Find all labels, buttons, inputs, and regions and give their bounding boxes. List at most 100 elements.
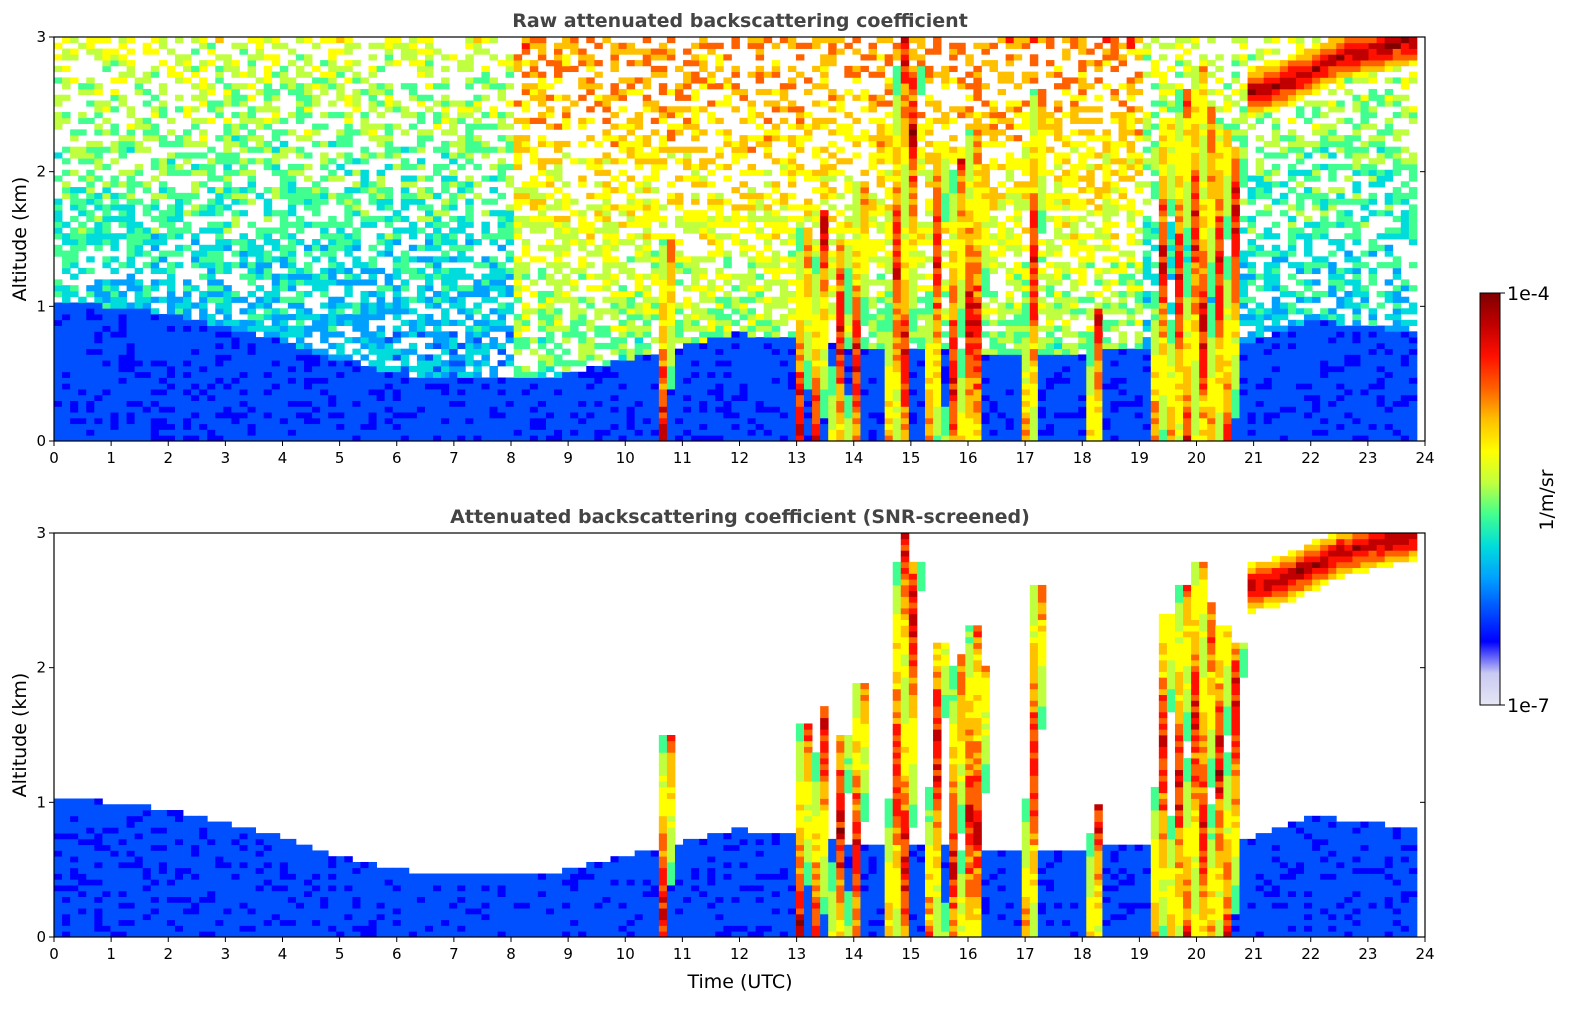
heatmap-cell — [497, 244, 507, 251]
heatmap-cell — [191, 123, 200, 130]
heatmap-cell — [505, 273, 515, 280]
heatmap-cell — [441, 129, 450, 136]
heatmap-cell — [844, 42, 853, 49]
heatmap-cell — [545, 215, 555, 223]
heatmap-cell — [191, 262, 200, 269]
heatmap-cell — [78, 348, 87, 355]
heatmap-cell — [505, 360, 515, 367]
heatmap-cell — [650, 435, 660, 442]
heatmap-cell — [674, 65, 684, 73]
heatmap-cell — [812, 308, 821, 315]
heatmap-cell — [529, 256, 539, 263]
heatmap-cell — [691, 365, 700, 373]
heatmap-cell — [247, 412, 257, 419]
heatmap-cell — [594, 406, 603, 413]
heatmap-cell — [271, 412, 281, 419]
heatmap-cell — [771, 377, 781, 384]
heatmap-cell — [747, 319, 757, 326]
heatmap-cell — [150, 435, 160, 442]
heatmap-cell — [707, 365, 716, 373]
heatmap-cell — [723, 342, 732, 350]
heatmap-cell — [271, 308, 281, 315]
heatmap-cell — [804, 279, 813, 286]
heatmap-cell — [610, 365, 619, 373]
heatmap-cell — [408, 94, 418, 101]
heatmap-cell — [465, 129, 474, 136]
heatmap-cell — [618, 262, 627, 269]
heatmap-cell — [376, 267, 386, 275]
heatmap-cell — [537, 227, 547, 234]
heatmap-cell — [594, 394, 603, 401]
heatmap-cell — [400, 146, 410, 153]
heatmap-cell — [142, 227, 152, 234]
heatmap-cell — [707, 204, 716, 211]
heatmap-cell — [441, 308, 450, 315]
heatmap-cell — [199, 94, 208, 101]
heatmap-cell — [828, 371, 837, 378]
heatmap-cell — [416, 325, 426, 332]
heatmap-cell — [223, 187, 232, 194]
heatmap-cell — [707, 215, 716, 223]
heatmap-cell — [473, 239, 482, 246]
heatmap-cell — [570, 158, 579, 165]
heatmap-cell — [707, 42, 716, 49]
heatmap-cell — [578, 319, 587, 326]
heatmap-cell — [602, 342, 611, 350]
heatmap-cell — [755, 314, 765, 321]
heatmap-cell — [336, 360, 345, 367]
heatmap-cell — [263, 83, 273, 90]
heatmap-cell — [392, 215, 402, 223]
heatmap-cell — [642, 152, 652, 159]
heatmap-cell — [86, 302, 95, 309]
heatmap-cell — [86, 175, 95, 182]
heatmap-cell — [594, 417, 603, 425]
heatmap-cell — [54, 233, 63, 240]
heatmap-cell — [441, 342, 450, 350]
heatmap-cell — [368, 365, 377, 373]
heatmap-cell — [279, 394, 289, 401]
heatmap-cell — [400, 331, 410, 338]
heatmap-cell — [666, 354, 676, 361]
heatmap-cell — [884, 389, 894, 396]
heatmap-cell — [352, 435, 361, 442]
heatmap-cell — [763, 256, 773, 263]
heatmap-cell — [723, 250, 732, 257]
heatmap-cell — [304, 267, 313, 275]
heatmap-cell — [489, 106, 498, 113]
heatmap-cell — [126, 331, 136, 338]
heatmap-cell — [312, 181, 321, 188]
heatmap-cell — [255, 158, 265, 165]
heatmap-cell — [739, 400, 748, 407]
heatmap-cell — [852, 221, 861, 228]
heatmap-cell — [594, 429, 603, 436]
heatmap-cell — [328, 100, 337, 107]
heatmap-cell — [820, 342, 829, 350]
heatmap-cell — [247, 354, 257, 361]
heatmap-cell — [158, 60, 168, 67]
heatmap-cell — [860, 54, 869, 61]
heatmap-cell — [658, 417, 668, 425]
heatmap-cell — [707, 394, 716, 401]
heatmap-cell — [642, 342, 652, 350]
heatmap-cell — [441, 400, 450, 407]
heatmap-cell — [400, 175, 410, 182]
heatmap-cell — [529, 423, 539, 430]
heatmap-cell — [320, 337, 329, 344]
heatmap-cell — [223, 60, 232, 67]
heatmap-cell — [763, 429, 773, 436]
heatmap-cell — [554, 279, 563, 286]
heatmap-cell — [715, 319, 724, 326]
heatmap-cell — [328, 302, 337, 309]
heatmap-cell — [626, 389, 636, 396]
heatmap-cell — [513, 100, 523, 107]
heatmap-cell — [239, 435, 248, 442]
heatmap-cell — [433, 342, 442, 350]
heatmap-cell — [505, 215, 515, 223]
heatmap-cell — [521, 187, 531, 194]
heatmap-cell — [787, 365, 797, 373]
heatmap-cell — [578, 406, 587, 413]
heatmap-cell — [183, 77, 192, 84]
heatmap-cell — [247, 406, 257, 413]
heatmap-cell — [860, 135, 869, 142]
heatmap-cell — [255, 302, 265, 309]
